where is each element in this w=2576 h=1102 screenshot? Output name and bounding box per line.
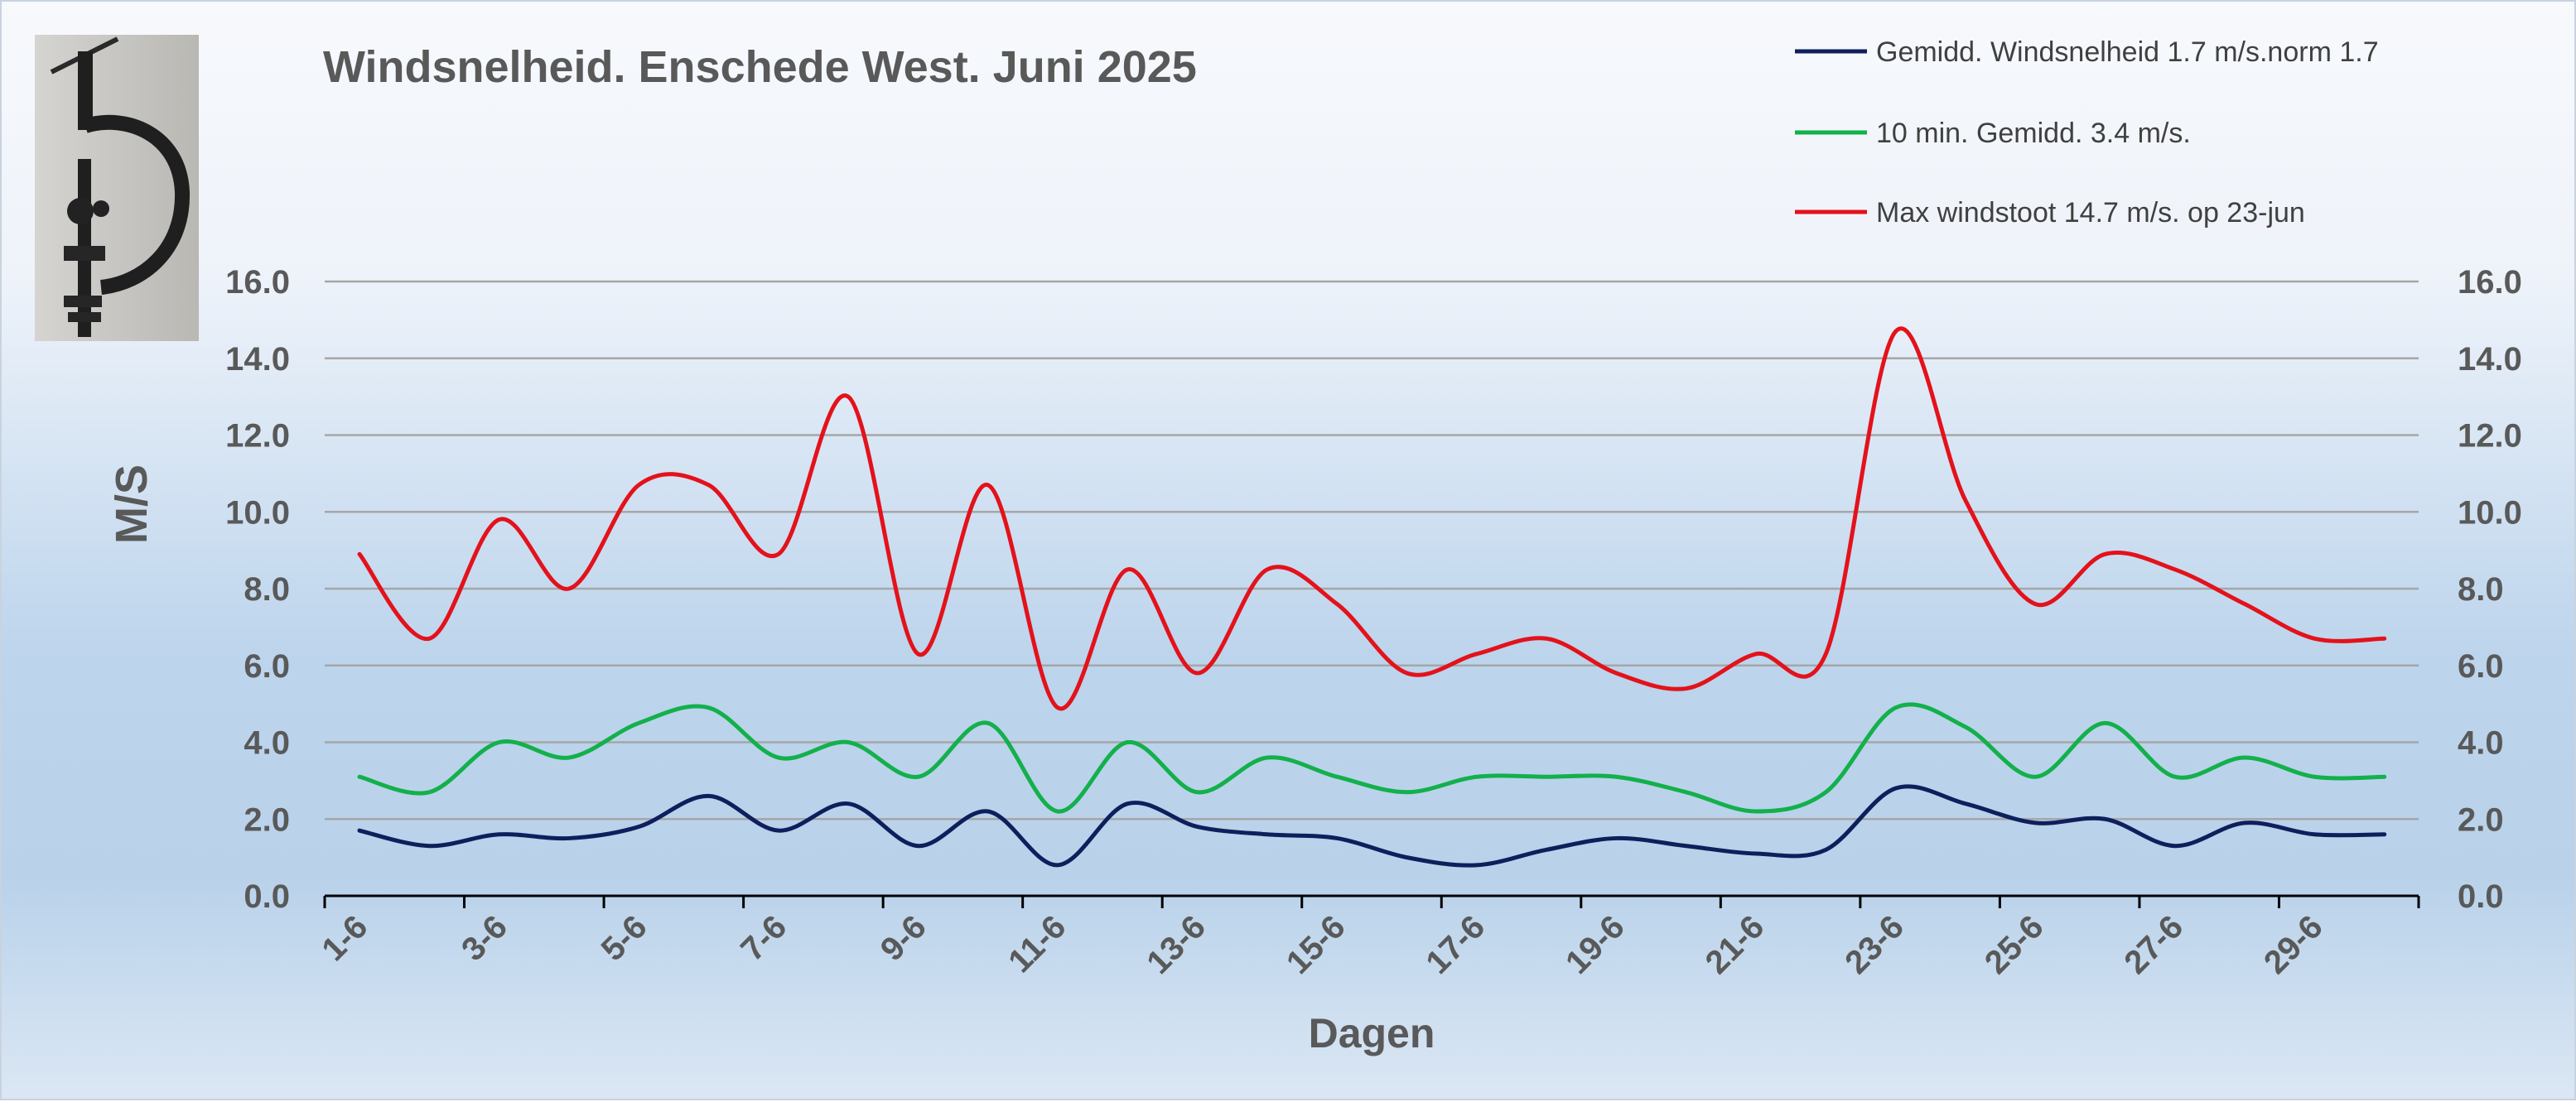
legend-label: Max windstoot 14.7 m/s. op 23-jun [1876, 197, 2305, 229]
y-tick-label-left: 12.0 [225, 418, 290, 455]
series-line-2 [357, 326, 2387, 711]
chart-title: Windsnelheid. Enschede West. Juni 2025 [323, 42, 1197, 92]
x-tick-label: 5-6 [595, 908, 654, 968]
x-tick-label: 1-6 [315, 908, 374, 968]
y-tick-label-right: 6.0 [2458, 648, 2504, 685]
y-tick-label-left: 10.0 [225, 494, 290, 531]
x-tick-label: 13-6 [1140, 908, 1213, 981]
grid-layer [325, 280, 2419, 820]
y-tick-label-left: 4.0 [244, 725, 290, 762]
x-tick-label: 27-6 [2117, 908, 2190, 981]
legend-label: 10 min. Gemidd. 3.4 m/s. [1876, 118, 2191, 149]
legend: Gemidd. Windsnelheid 1.7 m/s.norm 1.7 10 … [1795, 36, 2379, 229]
x-tick-label: 19-6 [1559, 908, 1632, 981]
x-tick-label: 7-6 [734, 908, 794, 968]
y-axis-title: M/S [107, 464, 157, 544]
y-tick-label-left: 16.0 [225, 264, 290, 301]
x-tick-label: 9-6 [874, 908, 933, 968]
y-tick-label-left: 14.0 [225, 341, 290, 378]
y-axis-right: 0.0 2.0 4.0 6.0 8.0 10.0 12.0 14.0 16.0 [2458, 264, 2522, 915]
y-tick-label-right: 10.0 [2458, 494, 2522, 531]
y-tick-label-right: 4.0 [2458, 725, 2504, 762]
x-axis-title: Dagen [1309, 1010, 1435, 1056]
series-line-0 [357, 784, 2387, 868]
y-tick-label-right: 0.0 [2458, 878, 2504, 915]
y-tick-label-right: 12.0 [2458, 418, 2522, 455]
x-tick-label: 23-6 [1838, 908, 1911, 981]
y-tick-label-left: 2.0 [244, 801, 290, 838]
y-tick-label-right: 2.0 [2458, 801, 2504, 838]
series-line-1 [357, 702, 2387, 814]
y-tick-label-right: 8.0 [2458, 571, 2504, 608]
x-tick-label: 25-6 [1978, 908, 2051, 981]
y-tick-label-right: 14.0 [2458, 341, 2522, 378]
y-tick-label-left: 8.0 [244, 571, 290, 608]
x-tick-label: 21-6 [1699, 908, 1772, 981]
y-tick-label-left: 0.0 [244, 878, 290, 915]
x-tick-label: 17-6 [1419, 908, 1492, 981]
y-tick-label-left: 6.0 [244, 648, 290, 685]
y-tick-label-right: 16.0 [2458, 264, 2522, 301]
x-tick-label: 3-6 [455, 908, 514, 968]
x-tick-label: 11-6 [1001, 908, 1073, 979]
series-layer [357, 326, 2387, 868]
x-axis-ticks: 1-6 3-6 5-6 7-6 9-6 11-6 13-6 15-6 17-6 19-6 21-6 2… [315, 896, 2420, 981]
anemometer-photo-icon [35, 35, 199, 341]
y-axis-left: 0.0 2.0 4.0 6.0 8.0 10.0 12.0 14.0 16.0 [225, 264, 290, 915]
x-tick-label: 15-6 [1280, 908, 1353, 981]
legend-label: Gemidd. Windsnelheid 1.7 m/s.norm 1.7 [1876, 36, 2379, 68]
x-tick-label: 29-6 [2257, 908, 2330, 981]
